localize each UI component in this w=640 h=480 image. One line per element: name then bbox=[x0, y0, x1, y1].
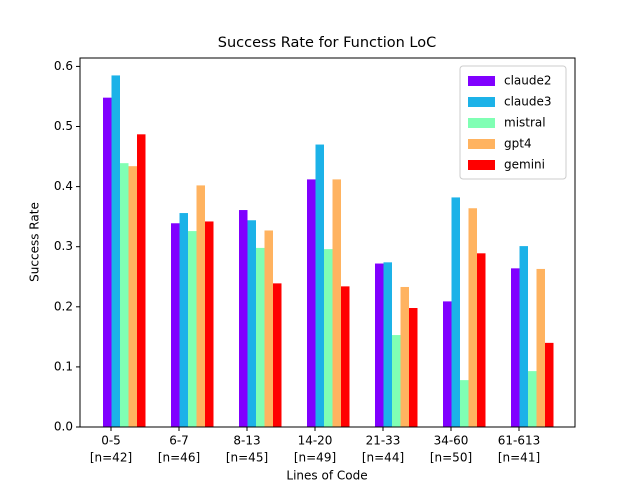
bar bbox=[536, 268, 545, 427]
x-tick-note: [n=44] bbox=[362, 451, 404, 465]
bar bbox=[519, 246, 528, 427]
x-tick-label: 34-60 bbox=[434, 434, 469, 448]
legend-label: mistral bbox=[504, 116, 546, 130]
y-tick-label: 0.3 bbox=[54, 239, 73, 253]
legend-label: gpt4 bbox=[504, 137, 532, 151]
bar bbox=[307, 179, 316, 427]
bar bbox=[111, 75, 120, 427]
bar bbox=[392, 335, 401, 427]
legend-label: claude2 bbox=[504, 74, 552, 88]
bar bbox=[332, 179, 341, 427]
x-tick-label: 8-13 bbox=[233, 434, 260, 448]
x-tick-note: [n=50] bbox=[430, 451, 472, 465]
bar bbox=[120, 163, 129, 427]
x-tick-note: [n=41] bbox=[498, 451, 540, 465]
legend-swatch bbox=[468, 76, 495, 86]
legend-swatch bbox=[468, 160, 495, 170]
bar bbox=[451, 197, 460, 427]
bar bbox=[460, 380, 469, 427]
bar bbox=[528, 371, 537, 427]
bar bbox=[273, 283, 282, 427]
legend-box bbox=[459, 65, 567, 180]
y-tick-label: 0.4 bbox=[54, 179, 73, 193]
y-tick-label: 0.0 bbox=[54, 420, 73, 434]
bar bbox=[400, 286, 409, 427]
y-tick-label: 0.2 bbox=[54, 299, 73, 313]
y-tick-label: 0.1 bbox=[54, 359, 73, 373]
x-tick-note: [n=42] bbox=[90, 451, 132, 465]
bar bbox=[103, 97, 112, 428]
bar bbox=[468, 208, 477, 427]
bar bbox=[477, 253, 486, 427]
bar bbox=[443, 301, 452, 427]
bar bbox=[383, 262, 392, 427]
x-tick-note: [n=45] bbox=[226, 451, 268, 465]
x-tick-label: 61-613 bbox=[498, 434, 541, 448]
x-tick-note: [n=46] bbox=[158, 451, 200, 465]
x-tick-label: 14-20 bbox=[298, 434, 333, 448]
bar bbox=[205, 221, 214, 427]
legend-label: gemini bbox=[504, 158, 545, 172]
y-tick-label: 0.6 bbox=[54, 59, 73, 73]
bar bbox=[247, 220, 256, 427]
bar bbox=[315, 144, 324, 427]
y-tick-label: 0.5 bbox=[54, 119, 73, 133]
bar bbox=[341, 286, 350, 427]
legend-swatch bbox=[468, 139, 495, 149]
bar bbox=[239, 210, 248, 427]
x-tick-label: 6-7 bbox=[169, 434, 189, 448]
x-tick-label: 0-5 bbox=[101, 434, 121, 448]
legend-swatch bbox=[468, 97, 495, 107]
bar bbox=[511, 268, 520, 427]
y-axis-label: Success Rate bbox=[28, 202, 42, 282]
bar bbox=[196, 185, 205, 427]
bar bbox=[179, 213, 188, 427]
bar bbox=[128, 166, 137, 427]
legend-swatch bbox=[468, 118, 495, 128]
plot-frame bbox=[79, 57, 576, 428]
x-tick-label: 21-33 bbox=[366, 434, 401, 448]
x-tick-note: [n=49] bbox=[294, 451, 336, 465]
bar bbox=[324, 249, 333, 427]
bar bbox=[264, 230, 273, 427]
bar bbox=[409, 308, 418, 427]
bar bbox=[137, 134, 146, 427]
legend-label: claude3 bbox=[504, 95, 552, 109]
bar bbox=[545, 342, 554, 427]
bar bbox=[256, 247, 265, 427]
chart-title: Success Rate for Function LoC bbox=[218, 35, 436, 51]
x-axis-label: Lines of Code bbox=[286, 469, 367, 480]
bar bbox=[375, 263, 384, 427]
bar bbox=[188, 231, 197, 427]
bar bbox=[171, 223, 180, 427]
